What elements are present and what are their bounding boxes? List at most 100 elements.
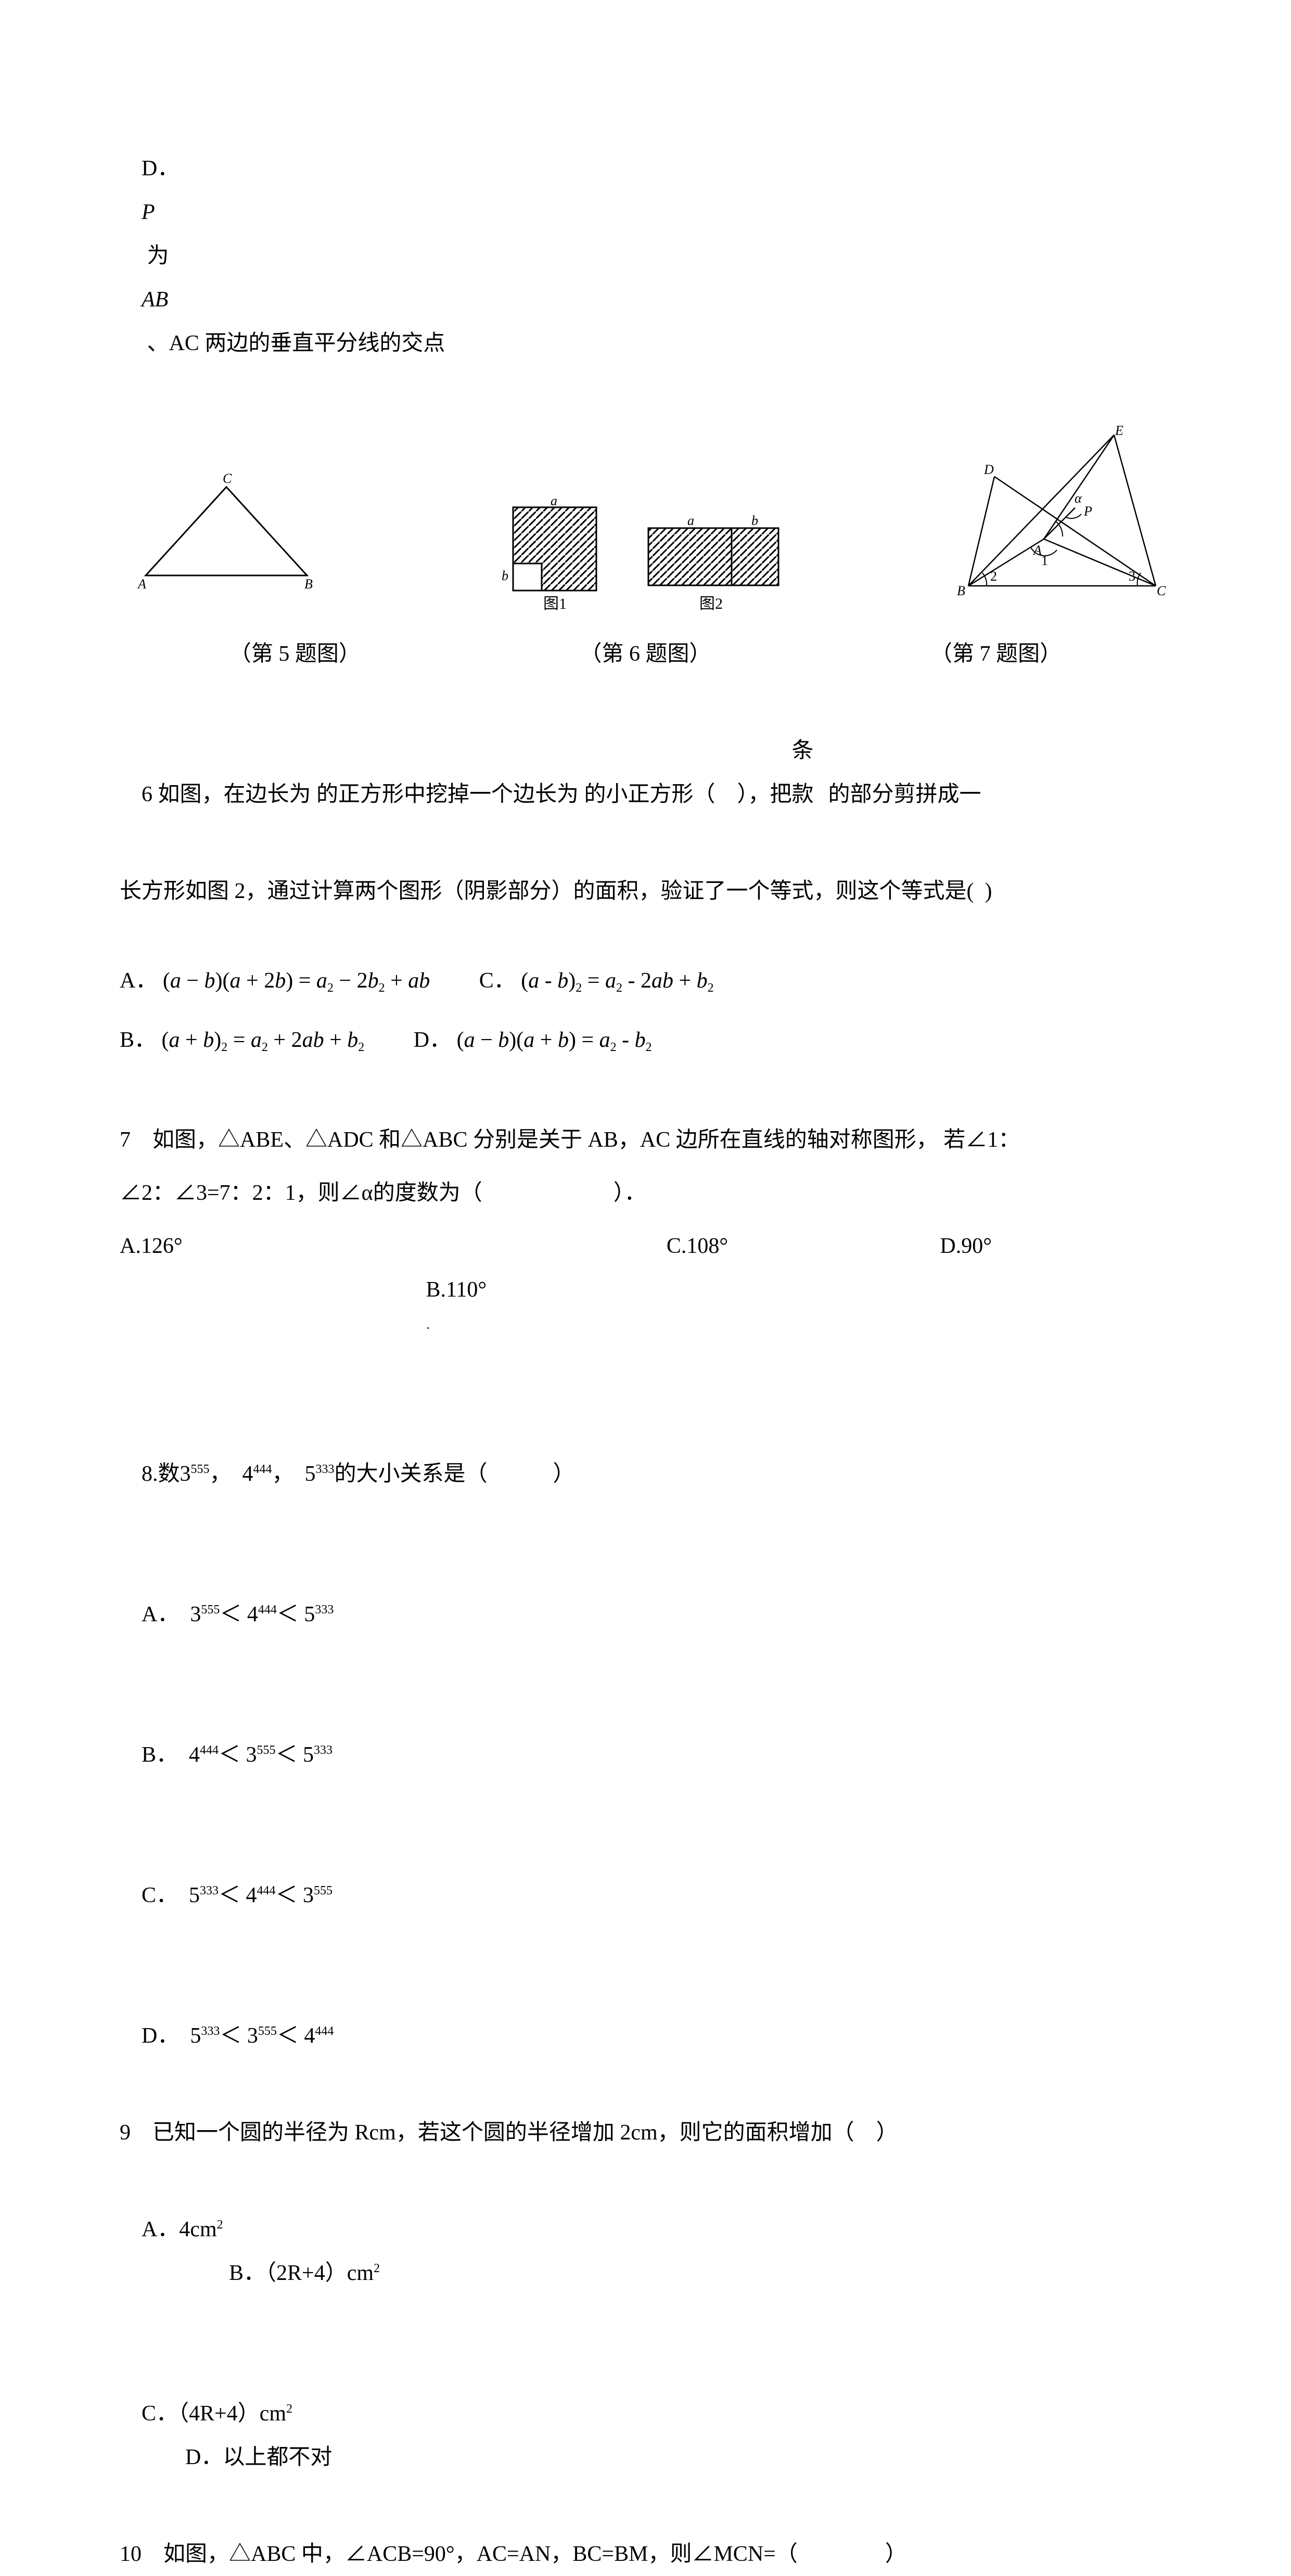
opt-d-p: P <box>142 200 155 224</box>
q9-row1: A．4cm2 B．（2R+4）cm2 <box>120 2164 1171 2339</box>
page-root: D． P 为 AB 、AC 两边的垂直平分线的交点 A B C <box>0 0 1291 1825</box>
q6-overlay: 条款 <box>792 729 828 816</box>
q9C2: 2 <box>286 2402 292 2416</box>
q7-A: A.126° <box>120 1224 393 1399</box>
q7-Bdot: · <box>426 1321 430 1336</box>
fig7-C: C <box>1157 583 1166 598</box>
fig7-P: P <box>1083 504 1092 519</box>
q8C2: ＜ 4 <box>219 1883 257 1907</box>
q9B2: 2 <box>374 2262 380 2275</box>
q8D5: 444 <box>315 2024 334 2038</box>
q8C4: ＜ 3 <box>276 1883 314 1907</box>
fig6-a1: a <box>551 497 557 508</box>
q8s3: ， 5 <box>272 1462 316 1486</box>
q9A1: A．4cm <box>142 2218 217 2241</box>
q8D0: D． 5 <box>142 2024 201 2048</box>
q9A2: 2 <box>217 2218 223 2232</box>
cap5: （第 5 题图） <box>120 632 470 676</box>
q7-B: B.110° <box>426 1278 487 1302</box>
q7-line1: 7 如图，△ABE、△ADC 和△ABC 分别是关于 AB，AC 边所在直线的轴… <box>120 1118 1171 1162</box>
fig7-1: 1 <box>1041 553 1048 568</box>
q8A0: A． 3 <box>142 1603 201 1626</box>
q6-opts-row2: B． (a + b)2 = a2 + 2ab + b2 D． (a − b)(a… <box>120 1018 1171 1062</box>
q7-opts: A.126° B.110° · C.108° D.90° <box>120 1224 1171 1399</box>
fig6-b2: b <box>751 513 758 528</box>
q8B2: ＜ 3 <box>219 1743 257 1767</box>
q8-stem: 8.数3555， 4444， 5333的大小关系是（ ） <box>120 1408 1171 1540</box>
q8-A: A． 3555＜ 4444＜ 5333 <box>120 1549 1171 1680</box>
q8s1: 8.数3 <box>142 1462 191 1486</box>
fig5-B: B <box>304 576 313 592</box>
fig7-alpha: α <box>1075 491 1082 506</box>
fig6-label2: 图2 <box>699 595 723 612</box>
q8-D: D． 5333＜ 3555＜ 4444 <box>120 1970 1171 2101</box>
cap6: （第 6 题图） <box>470 632 821 676</box>
fig5-svg: A B C <box>120 466 333 601</box>
fig6-b1: b <box>502 568 508 583</box>
fig7-B: B <box>957 583 965 598</box>
q6B-pre: B． <box>120 1028 156 1052</box>
q8A3: 444 <box>258 1603 277 1617</box>
q9D: D．以上都不对 <box>142 2445 332 2469</box>
fig7-3: 3 <box>1129 569 1135 584</box>
q6C-pre: C． <box>436 969 516 993</box>
fig6-a2: a <box>687 513 694 528</box>
fig6-svg2: a b 图2 <box>638 512 794 617</box>
q8B5: 333 <box>314 1744 333 1757</box>
fig7-svg: B C A D E P α 1 2 3 <box>953 425 1171 601</box>
q7-C: C.108° <box>667 1224 940 1399</box>
fig7-A: A <box>1032 543 1042 558</box>
q8B3: 555 <box>257 1744 276 1757</box>
q8A1: 555 <box>201 1603 220 1617</box>
fig7-D: D <box>983 462 994 477</box>
q6-line2: 长方形如图 2，通过计算两个图形（阴影部分）的面积，验证了一个等式，则这个等式是… <box>120 869 1171 913</box>
q8C0: C． 5 <box>142 1883 200 1907</box>
q8B4: ＜ 5 <box>276 1743 314 1767</box>
fig6-cell: a b 图1 a b 图2 <box>492 497 794 617</box>
q8e1: 555 <box>191 1463 210 1476</box>
q8D2: ＜ 3 <box>220 2024 258 2048</box>
q8D1: 333 <box>201 2024 220 2038</box>
fig6-label1: 图1 <box>543 595 567 612</box>
q8C1: 333 <box>200 1884 219 1898</box>
q6-opts-row1: A． (a − b)(a + 2b) = a2 − 2b2 + ab C． (a… <box>120 959 1171 1003</box>
fig7-2: 2 <box>990 569 997 584</box>
q8A5: 333 <box>315 1603 334 1617</box>
q7-line2: ∠2：∠3=7：2：1，则∠α的度数为（ ）． <box>120 1171 1171 1215</box>
q8s2: ， 4 <box>210 1462 253 1486</box>
opt-d-label: D． <box>142 157 179 181</box>
q6-l1b: 的部分剪拼成一 <box>828 783 981 806</box>
captions-row: （第 5 题图） （第 6 题图） （第 7 题图） <box>120 632 1171 676</box>
q8e2: 444 <box>253 1463 272 1476</box>
q8A4: ＜ 5 <box>277 1603 315 1626</box>
q6-l1a: 6 如图，在边长为 的正方形中挖掉一个边长为 的小正方形（ ），把 <box>142 783 792 806</box>
q8C3: 444 <box>257 1884 276 1898</box>
q8D4: ＜ 4 <box>277 2024 315 2048</box>
q6-line1: 6 如图，在边长为 的正方形中挖掉一个边长为 的小正方形（ ），把条款的部分剪拼… <box>120 685 1171 860</box>
opt-d-mid: 为 <box>142 244 174 268</box>
q8-B: B． 4444＜ 3555＜ 5333 <box>120 1689 1171 1821</box>
cap7: （第 7 题图） <box>821 632 1171 676</box>
opt-d-tail: 、AC 两边的垂直平分线的交点 <box>142 331 445 355</box>
q8B0: B． 4 <box>142 1743 200 1767</box>
q8s4: 的大小关系是（ ） <box>335 1462 575 1486</box>
q6D-pre: D． <box>370 1028 451 1052</box>
fig6-svg1: a b 图1 <box>492 497 612 617</box>
fig7-E: E <box>1115 425 1123 438</box>
q9B1: B．（2R+4）cm <box>142 2261 374 2285</box>
fig5-A: A <box>137 576 146 592</box>
q10-stem: 10 如图，△ABC 中，∠ACB=90°，AC=AN，BC=BM，则∠MCN=… <box>120 2532 1171 2576</box>
opt-d-ab: AB <box>142 288 168 312</box>
figures-row: A B C a b 图1 <box>120 425 1171 617</box>
q7-D: D.90° <box>940 1224 1171 1399</box>
q8B1: 444 <box>200 1744 219 1757</box>
q8D3: 555 <box>258 2024 277 2038</box>
fig7-cell: B C A D E P α 1 2 3 <box>953 425 1171 617</box>
q6A-pre: A． <box>120 969 157 993</box>
q8A2: ＜ 4 <box>220 1603 258 1626</box>
fig5-C: C <box>223 471 232 486</box>
q8C5: 555 <box>314 1884 333 1898</box>
q9-stem: 9 已知一个圆的半径为 Rcm，若这个圆的半径增加 2cm，则它的面积增加（ ） <box>120 2111 1171 2155</box>
fig5-cell: A B C <box>120 466 333 617</box>
q9C1: C．（4R+4）cm <box>142 2402 286 2426</box>
